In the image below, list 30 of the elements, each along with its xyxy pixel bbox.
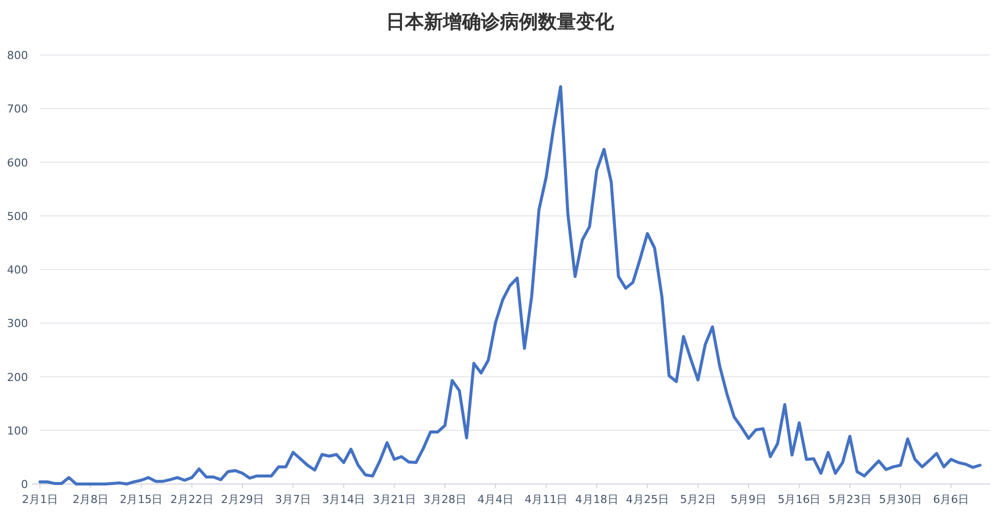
- y-tick-label: 0: [21, 478, 28, 491]
- x-tick-label: 2月1日: [22, 493, 58, 506]
- x-tick-label: 6月6日: [933, 493, 970, 506]
- x-tick-label: 2月29日: [220, 493, 264, 506]
- x-tick-label: 3月7日: [275, 493, 312, 506]
- chart-title: 日本新增确诊病例数量变化: [386, 11, 615, 33]
- y-tick-label: 700: [7, 102, 28, 116]
- x-tick-label: 5月16日: [778, 493, 821, 506]
- y-tick-label: 200: [7, 370, 28, 384]
- x-tick-label: 4月4日: [478, 493, 514, 506]
- y-tick-label: 800: [7, 49, 28, 62]
- x-tick-label: 4月18日: [575, 493, 618, 506]
- x-tick-label: 3月14日: [322, 493, 366, 506]
- y-tick-label: 100: [7, 424, 28, 438]
- x-tick-label: 5月9日: [730, 493, 767, 506]
- y-tick-label: 400: [7, 264, 28, 276]
- x-tick-label: 2月15日: [120, 493, 163, 506]
- y-tick-label: 300: [7, 317, 28, 330]
- x-tick-label: 2月8日: [72, 493, 109, 506]
- y-tick-label: 600: [7, 156, 28, 170]
- x-tick-label: 3月21日: [372, 493, 416, 506]
- y-tick-label: 500: [7, 210, 28, 223]
- x-tick-label: 4月11日: [524, 493, 568, 506]
- line-series: [38, 85, 982, 486]
- x-tick-label: 2月22日: [170, 493, 214, 506]
- x-tick-label: 5月2日: [680, 493, 716, 506]
- x-tick-label: 5月23日: [828, 493, 872, 506]
- x-tick-label: 5月30日: [878, 493, 922, 506]
- x-tick-label: 3月28日: [423, 493, 466, 506]
- x-tick-label: 4月25日: [626, 493, 669, 506]
